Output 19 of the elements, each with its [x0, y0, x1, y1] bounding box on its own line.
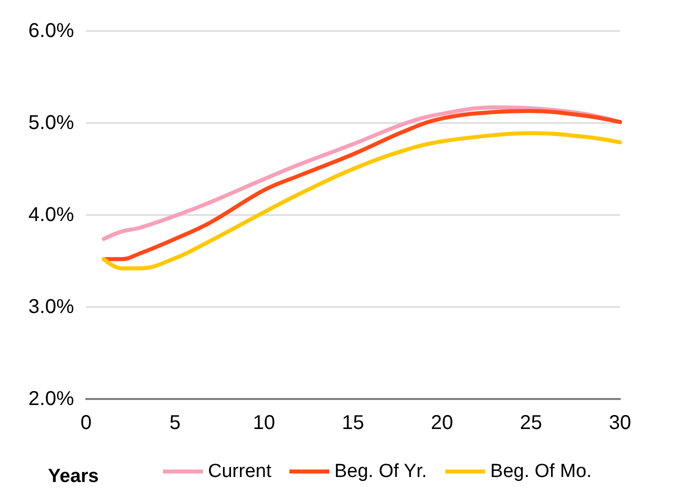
y-tick-label: 4.0% [28, 204, 74, 226]
x-tick-label: 5 [169, 412, 181, 434]
y-tick-label: 2.0% [28, 388, 74, 410]
x-tick-label: 25 [520, 412, 542, 434]
x-tick-label: 10 [252, 412, 276, 434]
line-series [102, 131, 622, 270]
y-tick-label: 3.0% [28, 296, 74, 318]
line-series [102, 109, 622, 262]
legend-label: Beg. Of Mo. [490, 461, 592, 482]
x-tick-label: 0 [80, 412, 92, 434]
y-tick-label: 5.0% [28, 112, 74, 134]
x-tick-label: 20 [430, 412, 454, 434]
x-tick-label: 15 [342, 412, 364, 434]
y-tick-label: 6.0% [28, 20, 74, 42]
x-tick-label: 30 [608, 412, 632, 434]
legend-label: Beg. Of Yr. [334, 461, 427, 482]
x-axis-title: Years [48, 466, 99, 487]
legend-label: Current [208, 461, 272, 482]
line-series [102, 105, 622, 241]
